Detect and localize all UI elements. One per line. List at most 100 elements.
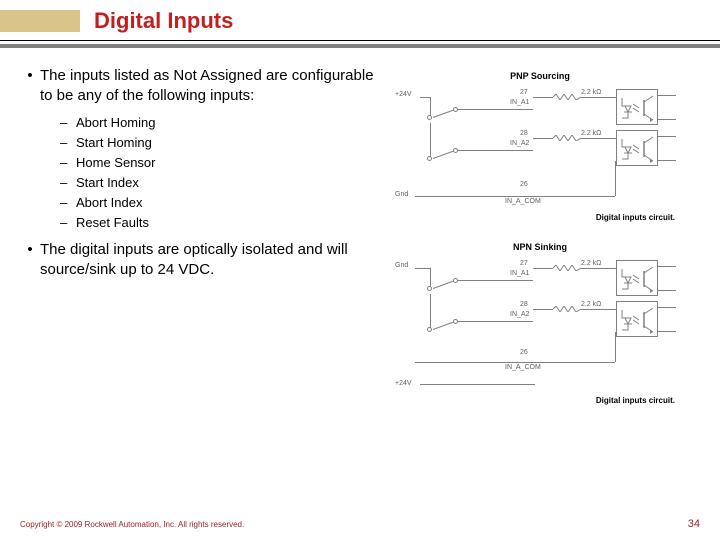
sub-text: Start Index	[76, 175, 139, 190]
sub-text: Reset Faults	[76, 215, 149, 230]
switch-lever	[433, 322, 454, 330]
resistor-label: 2.2 kΩ	[581, 89, 601, 96]
resistor-label: 2.2 kΩ	[581, 301, 601, 308]
wire	[658, 290, 676, 291]
text-column: • The inputs listed as Not Assigned are …	[20, 66, 375, 425]
circuit-row: 26 IN_A_COM +24V	[385, 352, 695, 394]
sub-text: Abort Homing	[76, 115, 155, 130]
pin-name: IN_A2	[510, 140, 529, 147]
bullet-text: The digital inputs are optically isolate…	[40, 240, 375, 281]
slide-title: Digital Inputs	[80, 8, 233, 34]
switch-lever	[433, 110, 454, 118]
wire	[535, 196, 615, 197]
wire	[420, 384, 535, 385]
wire	[458, 109, 533, 110]
voltage-label: +24V	[395, 91, 412, 98]
sub-item: –Start Index	[60, 175, 375, 190]
wire	[658, 331, 676, 332]
wire	[533, 97, 553, 98]
pin-label: 28	[520, 130, 528, 137]
wire	[458, 150, 533, 151]
wire	[658, 136, 676, 137]
resistor-icon	[553, 135, 581, 141]
wire	[415, 268, 430, 269]
pin-label: 27	[520, 89, 528, 96]
wire	[581, 309, 616, 310]
dash-icon: –	[60, 195, 76, 210]
wire	[430, 97, 431, 117]
sub-text: Home Sensor	[76, 155, 155, 170]
voltage-label: +24V	[395, 380, 412, 387]
diagram-title: NPN Sinking	[385, 242, 695, 252]
pin-name: IN_A1	[510, 270, 529, 277]
voltage-label: Gnd	[395, 262, 408, 269]
resistor-label: 2.2 kΩ	[581, 130, 601, 137]
optocoupler-icon	[616, 260, 658, 296]
wire	[581, 97, 616, 98]
wire	[430, 123, 431, 158]
bullet-main-2: • The digital inputs are optically isola…	[20, 240, 375, 281]
wire	[658, 119, 676, 120]
wire	[581, 138, 616, 139]
dash-icon: –	[60, 175, 76, 190]
diagram-caption: Digital inputs circuit.	[385, 396, 695, 405]
bullet-dot: •	[20, 240, 40, 281]
wire	[533, 138, 553, 139]
switch-lever	[433, 151, 454, 159]
pin-name: IN_A_COM	[505, 364, 541, 371]
slide-header: Digital Inputs	[0, 0, 720, 34]
optocoupler-icon	[616, 301, 658, 337]
wire	[430, 294, 431, 329]
wire	[581, 268, 616, 269]
switch-lever	[433, 281, 454, 289]
pin-label: 26	[520, 181, 528, 188]
sub-item: –Home Sensor	[60, 155, 375, 170]
pin-name: IN_A_COM	[505, 198, 541, 205]
diagram-pnp: PNP Sourcing +24V 27 IN_A1 2.2 kΩ	[385, 71, 695, 222]
switch-icon	[427, 327, 432, 332]
header-accent-block	[0, 10, 80, 32]
circuit-row: 28 IN_A2 2.2 kΩ	[385, 133, 695, 181]
diagram-title: PNP Sourcing	[385, 71, 695, 81]
resistor-icon	[553, 94, 581, 100]
wire	[533, 309, 553, 310]
circuit-row: +24V 27 IN_A1 2.2 kΩ	[385, 85, 695, 133]
page-number: 34	[688, 518, 700, 530]
sub-item: –Abort Index	[60, 195, 375, 210]
content-area: • The inputs listed as Not Assigned are …	[0, 48, 720, 425]
pin-name: IN_A1	[510, 99, 529, 106]
bullet-main-1: • The inputs listed as Not Assigned are …	[20, 66, 375, 107]
switch-icon	[427, 115, 432, 120]
diagram-caption: Digital inputs circuit.	[385, 213, 695, 222]
pin-label: 27	[520, 260, 528, 267]
copyright-text: Copyright © 2009 Rockwell Automation, In…	[20, 520, 244, 529]
pin-name: IN_A2	[510, 311, 529, 318]
wire	[658, 307, 676, 308]
wire	[458, 321, 533, 322]
wire	[615, 161, 616, 196]
sub-bullet-list: –Abort Homing –Start Homing –Home Sensor…	[20, 115, 375, 230]
circuit-row: Gnd 27 IN_A1 2.2 kΩ	[385, 256, 695, 304]
sub-item: –Reset Faults	[60, 215, 375, 230]
wire	[420, 97, 430, 98]
wire	[658, 95, 676, 96]
sub-text: Start Homing	[76, 135, 152, 150]
dash-icon: –	[60, 135, 76, 150]
wire	[535, 362, 615, 363]
diagram-column: PNP Sourcing +24V 27 IN_A1 2.2 kΩ	[375, 66, 700, 425]
optocoupler-icon	[616, 130, 658, 166]
circuit-row: Gnd 26 IN_A_COM	[385, 181, 695, 211]
voltage-label: Gnd	[395, 191, 408, 198]
wire	[658, 266, 676, 267]
diagram-npn: NPN Sinking Gnd 27 IN_A1 2.2 kΩ	[385, 242, 695, 405]
dash-icon: –	[60, 115, 76, 130]
wire	[533, 268, 553, 269]
wire	[458, 280, 533, 281]
dash-icon: –	[60, 215, 76, 230]
bullet-dot: •	[20, 66, 40, 107]
sub-text: Abort Index	[76, 195, 143, 210]
dash-icon: –	[60, 155, 76, 170]
bullet-text: The inputs listed as Not Assigned are co…	[40, 66, 375, 107]
pin-label: 28	[520, 301, 528, 308]
resistor-icon	[553, 306, 581, 312]
